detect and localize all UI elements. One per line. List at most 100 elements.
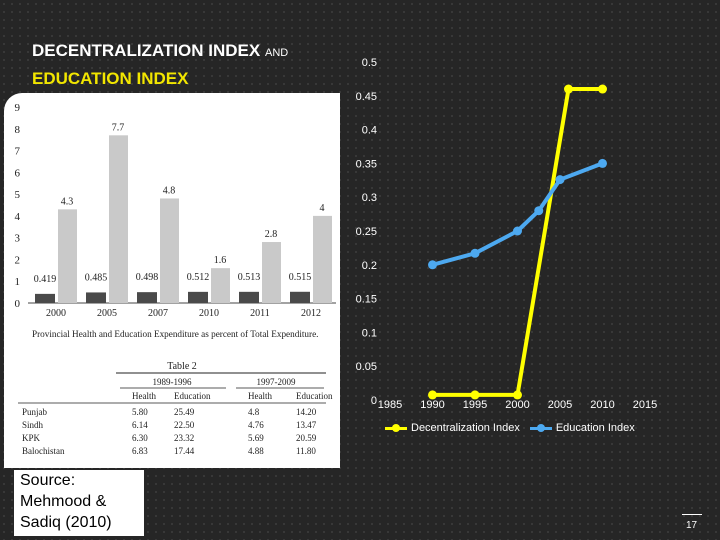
table-column-header: Education xyxy=(174,391,211,401)
bar-dark xyxy=(239,291,259,303)
table-cell: 25.49 xyxy=(174,407,195,417)
table-cell: 17.44 xyxy=(174,446,195,456)
bar-dark xyxy=(137,292,157,303)
bar-light xyxy=(109,135,128,303)
y-tick-label: 0.15 xyxy=(356,294,377,306)
y-tick-label: 0 xyxy=(371,395,377,407)
x-tick-label: 1990 xyxy=(420,399,444,411)
data-point xyxy=(598,158,607,168)
x-tick-label: 1995 xyxy=(463,399,487,411)
bar-dark xyxy=(86,292,106,303)
figure-caption: Provincial Health and Education Expendit… xyxy=(32,329,318,339)
data-point xyxy=(513,226,522,236)
data-point xyxy=(428,390,437,400)
bar-category-label: 2011 xyxy=(250,308,270,319)
bar-y-tick-label: 9 xyxy=(15,102,21,114)
bar-value-label: 4.3 xyxy=(61,196,74,207)
bar-value-label: 0.419 xyxy=(34,274,57,285)
bar-category-label: 2010 xyxy=(199,308,219,319)
legend-swatch-decentralization xyxy=(385,423,407,432)
bar-dark xyxy=(188,291,208,303)
x-tick-label: 1985 xyxy=(378,399,402,411)
data-point xyxy=(470,248,480,258)
legend-item-decentralization: Decentralization Index xyxy=(385,422,520,434)
bar-category-label: 2005 xyxy=(97,308,117,319)
data-point xyxy=(598,84,607,94)
table-cell: 6.30 xyxy=(132,433,148,443)
bar-category-label: 2000 xyxy=(46,308,66,319)
table-cell: Sindh xyxy=(22,420,44,430)
bar-category-label: 2012 xyxy=(301,308,321,319)
bar-value-label: 1.6 xyxy=(214,255,227,266)
table-cell: KPK xyxy=(22,433,41,443)
bar-light xyxy=(211,268,230,303)
y-tick-label: 0.25 xyxy=(356,226,377,238)
table-title: Table 2 xyxy=(167,361,197,372)
data-point xyxy=(564,84,573,94)
bar-value-label: 0.515 xyxy=(289,272,312,283)
table-column-header: Health xyxy=(248,391,272,401)
expenditure-figure-svg: 0 1 2 3 4 5 6 7 8 9 0.419 4.3 2000 0.485 7.7 2005 0.498 4… xyxy=(15,102,336,456)
title-line-2: EDUCATION INDEX xyxy=(32,69,189,88)
table-cell: 4.76 xyxy=(248,420,264,430)
bar-y-tick-label: 0 xyxy=(15,298,21,310)
bar-value-label: 4.8 xyxy=(163,185,176,196)
bar-value-label: 0.512 xyxy=(187,272,210,283)
legend-swatch-education xyxy=(529,423,552,432)
table-cell: 5.80 xyxy=(132,407,148,417)
table-cell: 20.59 xyxy=(296,433,317,443)
source-line-2: Mehmood & xyxy=(20,493,107,510)
bar-value-label: 0.498 xyxy=(136,272,159,283)
series-line-0 xyxy=(432,87,603,397)
y-tick-label: 0.35 xyxy=(356,158,377,170)
source-line-3: Sadiq (2010) xyxy=(20,514,112,531)
y-tick-label: 0.1 xyxy=(362,327,377,339)
table-group-header: 1989-1996 xyxy=(153,377,192,387)
y-tick-label: 0.5 xyxy=(362,57,377,69)
bar-y-tick-label: 4 xyxy=(15,211,21,223)
line-chart-legend: Decentralization Index Education Index xyxy=(385,420,635,436)
bar-y-tick-label: 6 xyxy=(15,167,21,179)
bar-dark xyxy=(290,291,310,303)
series-line-1 xyxy=(431,161,604,267)
bar-category-label: 2007 xyxy=(148,308,168,319)
x-tick-label: 2010 xyxy=(590,399,614,411)
table-column-header: Education xyxy=(296,391,333,401)
table-column-header: Health xyxy=(132,391,156,401)
x-tick-label: 2000 xyxy=(505,399,529,411)
data-point xyxy=(513,390,522,400)
page-number: 17 xyxy=(681,514,703,531)
bar-value-label: 7.7 xyxy=(112,122,125,133)
bar-value-label: 4 xyxy=(320,203,325,214)
bar-light xyxy=(313,215,332,303)
y-tick-label: 0.45 xyxy=(356,91,377,103)
legend-item-education: Education Index xyxy=(529,422,635,434)
bar-value-label: 0.513 xyxy=(238,272,261,283)
table-cell: Punjab xyxy=(22,407,48,417)
table-cell: 4.88 xyxy=(248,446,264,456)
bar-y-tick-label: 3 xyxy=(15,233,21,245)
table-cell: 4.8 xyxy=(248,407,260,417)
source-line-1: Source: xyxy=(20,472,76,489)
data-point xyxy=(534,206,544,216)
bar-value-label: 2.8 xyxy=(265,229,278,240)
y-tick-label: 0.2 xyxy=(362,260,377,272)
bar-light xyxy=(262,242,281,303)
bar-light xyxy=(58,209,77,303)
legend-label-education: Education Index xyxy=(555,422,635,434)
table-cell: 6.14 xyxy=(132,420,148,430)
table-cell: 14.20 xyxy=(296,407,317,417)
bar-y-tick-label: 5 xyxy=(15,189,21,201)
bar-dark xyxy=(35,293,55,303)
title-and: AND xyxy=(264,47,289,59)
x-tick-label: 2015 xyxy=(633,399,657,411)
x-tick-label: 2005 xyxy=(548,399,572,411)
bar-y-tick-label: 2 xyxy=(15,254,21,266)
expenditure-figure: 0 1 2 3 4 5 6 7 8 9 0.419 4.3 2000 0.485 7.7 2005 0.498 4… xyxy=(4,93,340,468)
bar-y-tick-label: 1 xyxy=(15,276,21,288)
bar-light xyxy=(160,198,179,303)
table-cell: 22.50 xyxy=(174,420,195,430)
data-point xyxy=(428,260,437,270)
y-tick-label: 0.05 xyxy=(356,361,377,373)
table-cell: Balochistan xyxy=(22,446,65,456)
